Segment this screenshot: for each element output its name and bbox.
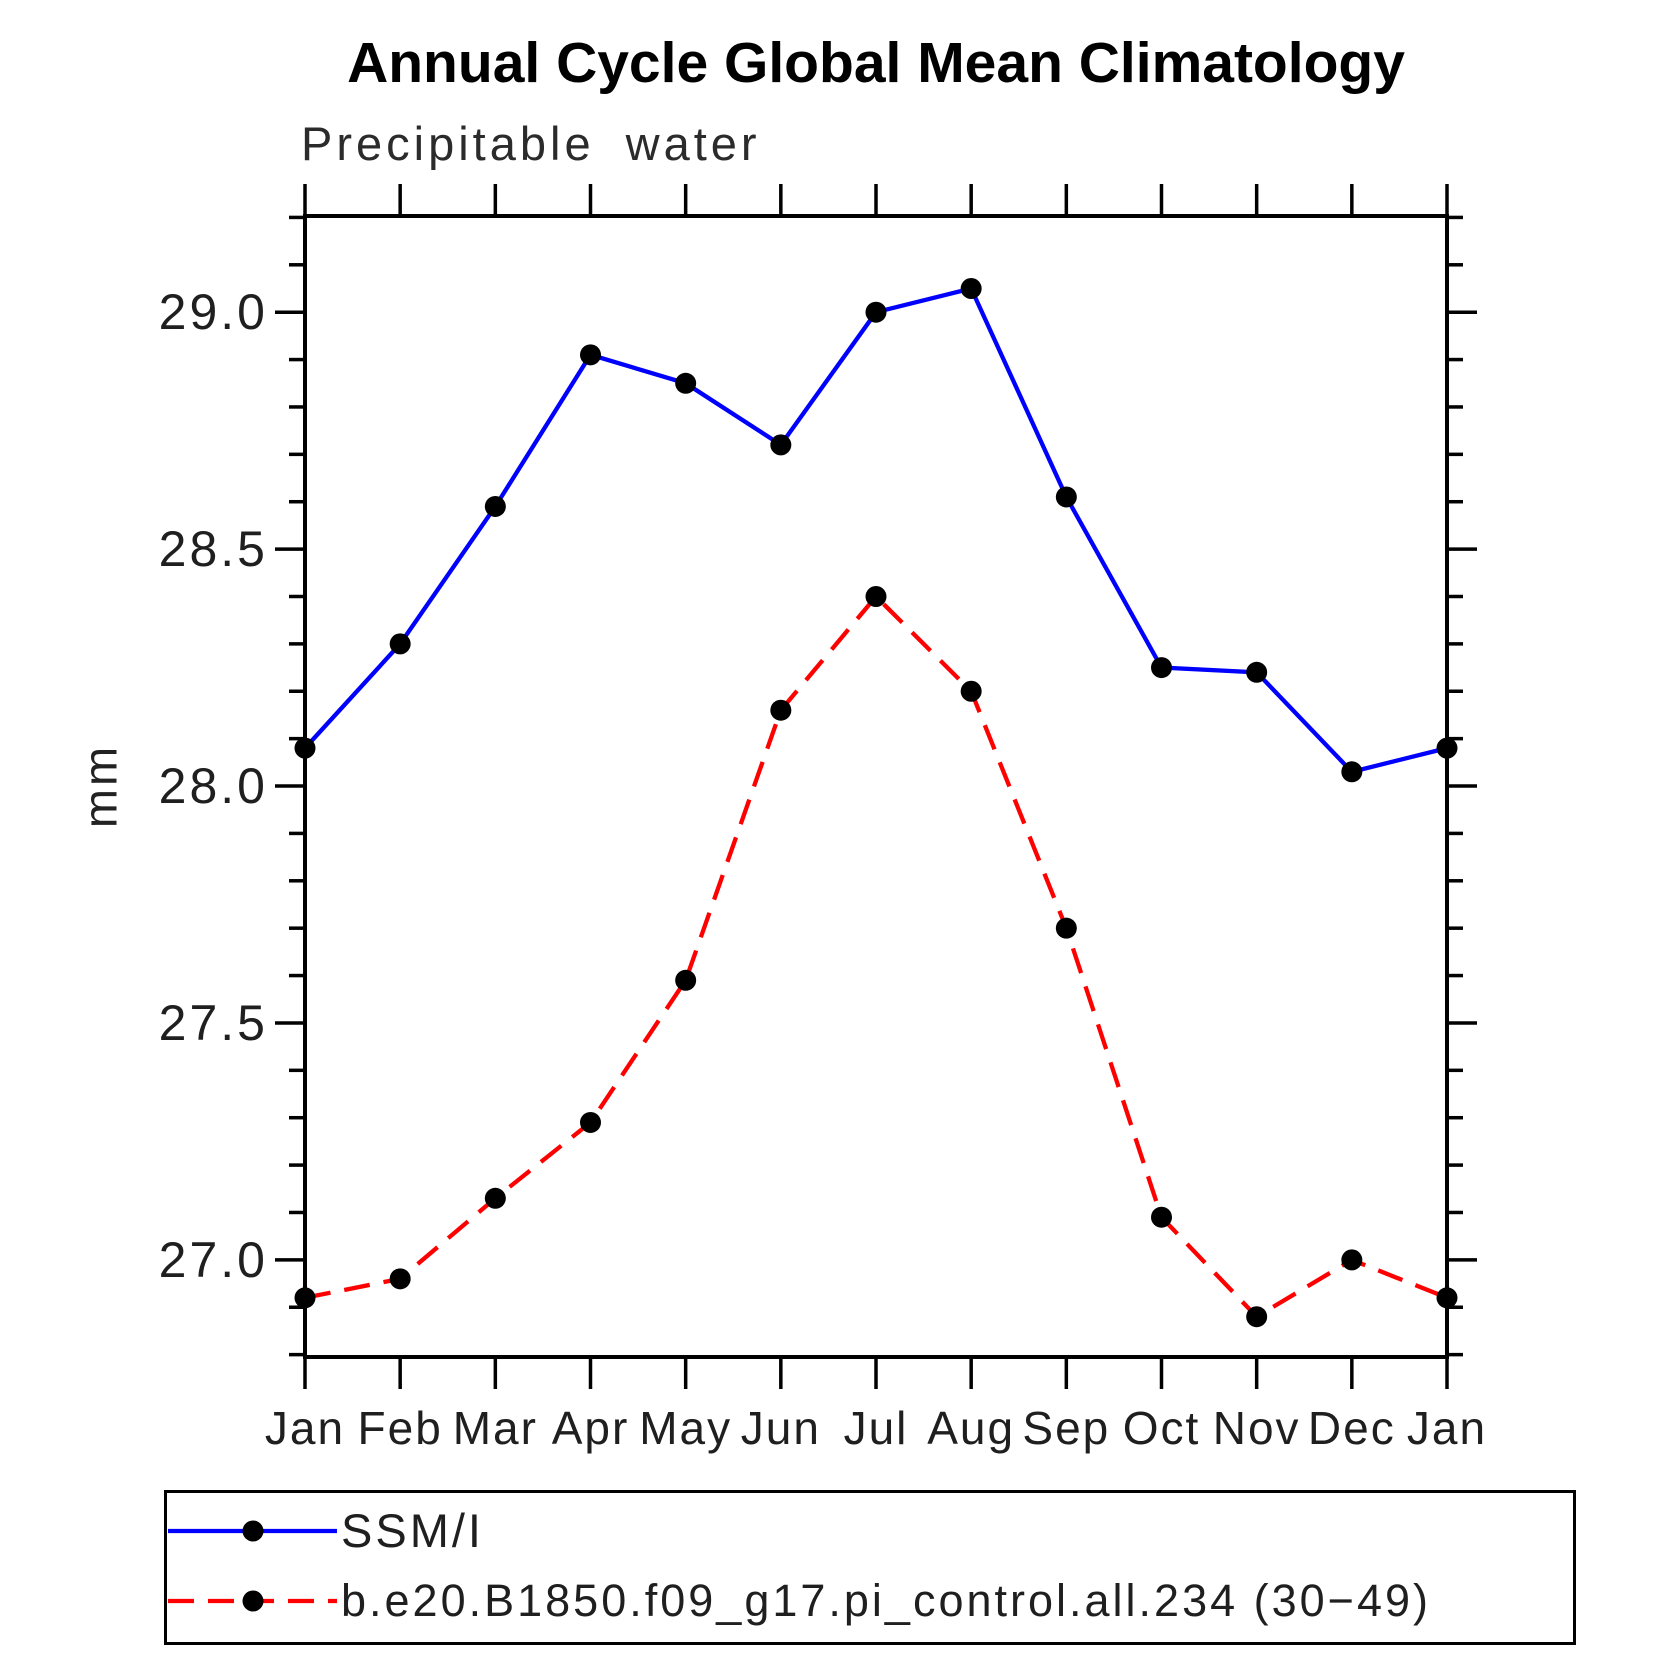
x-tick-label: Jan [264,1402,346,1454]
data-point-obs [675,372,697,394]
data-point-model [865,585,887,607]
data-point-model [580,1111,601,1133]
axis-frame [303,214,1449,1359]
x-tick-label: Feb [357,1402,443,1454]
data-point-model [294,1287,316,1309]
data-point-model [1246,1306,1268,1328]
data-point-model [1055,917,1077,939]
x-tick-label: Sep [1022,1402,1111,1454]
data-point-obs [484,495,506,517]
data-point-obs [389,633,411,655]
legend-swatches [168,1520,337,1612]
legend-dot-obs [242,1520,264,1542]
data-point-obs [960,277,982,299]
data-point-model [1151,1206,1172,1228]
legend-label-model: b.e20.B1850.f09_g17.pi_control.all.234 (… [341,1575,1431,1626]
data-point-model [770,699,792,721]
legend: SSM/I b.e20.B1850.f09_g17.pi_control.all… [164,1490,1576,1645]
series-line-obs [303,285,1448,775]
legend-label-ssmi: SSM/I [341,1504,484,1557]
data-point-obs [770,434,792,456]
y-tick-label: 28.5 [158,521,268,578]
data-point-obs [1341,761,1363,783]
data-point-model [960,680,982,702]
series-line-model [304,593,1448,1320]
x-tick-label: Nov [1212,1402,1301,1454]
data-point-obs [1055,486,1077,508]
x-tick-label: Mar [452,1402,538,1454]
data-point-obs [580,344,601,366]
data-point-obs [294,737,316,759]
y-tick-label: 29.0 [158,284,268,341]
data-point-model [484,1187,506,1209]
data-point-model [1436,1287,1458,1309]
legend-dot-model [242,1590,264,1612]
x-tick-label: Jul [843,1402,909,1454]
y-tick-label: 27.5 [158,994,268,1051]
chart-title: Annual Cycle Global Mean Climatology [347,31,1405,95]
y-tick-label: 28.0 [158,758,268,815]
x-tick-label: Aug [927,1402,1016,1454]
data-point-obs [1246,661,1268,683]
x-tick-label: Jun [740,1402,821,1454]
y-tick-label: 27.0 [158,1231,268,1288]
data-point-obs [865,301,887,323]
data-point-obs [1151,657,1172,679]
x-tick-label: May [639,1402,733,1454]
x-tick-label: Jan [1406,1402,1488,1454]
chart-subtitle: Precipitable water [301,117,761,170]
data-point-obs [1436,737,1458,759]
data-point-model [389,1268,411,1290]
data-point-model [675,969,697,991]
data-point-model [1341,1249,1363,1271]
x-tick-label: Apr [551,1402,630,1454]
x-tick-label: Dec [1307,1402,1396,1454]
x-tick-label: Oct [1122,1402,1201,1454]
